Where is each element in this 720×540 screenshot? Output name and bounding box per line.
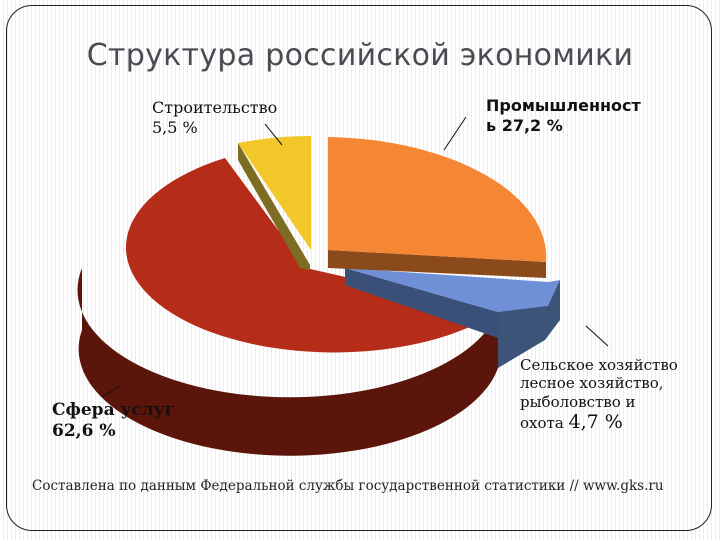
pie-slice-agriculture bbox=[345, 268, 560, 312]
pie-slice-agriculture-side bbox=[345, 268, 540, 368]
pie-slice-industry bbox=[328, 137, 547, 262]
label-agriculture: Сельское хозяйство лесное хозяйство, рыб… bbox=[520, 356, 678, 434]
label-agriculture-line4: охота 4,7 % bbox=[520, 411, 678, 434]
label-agriculture-text: охота bbox=[520, 413, 564, 432]
leader-line-construction bbox=[264, 123, 283, 146]
label-construction: Строительство 5,5 % bbox=[152, 98, 277, 137]
label-agriculture-line2: лесное хозяйство, bbox=[520, 374, 664, 393]
label-industry-value: ь 27,2 % bbox=[486, 115, 563, 135]
leader-line-agriculture bbox=[585, 325, 609, 347]
label-agriculture-line1: Сельское хозяйство bbox=[520, 356, 678, 374]
label-construction-value: 5,5 % bbox=[152, 117, 198, 137]
label-services: Сфера услуг 62,6 % bbox=[52, 400, 175, 441]
pie-slice-construction bbox=[238, 136, 311, 250]
leader-line-services bbox=[101, 385, 121, 398]
leader-line-industry bbox=[443, 116, 467, 151]
slide-title: Структура российской экономики bbox=[86, 38, 634, 73]
label-agriculture-line3: рыболовство и bbox=[520, 392, 636, 411]
label-services-value: 62,6 % bbox=[52, 420, 116, 441]
source-note: Составлена по данным Федеральной службы … bbox=[32, 478, 664, 494]
label-industry-name: Промышленност bbox=[486, 96, 641, 115]
pie-slice-services-side bbox=[77, 268, 499, 456]
label-construction-name: Строительство bbox=[152, 98, 278, 117]
label-industry: Промышленност ь 27,2 % bbox=[486, 96, 641, 135]
pie-slice-industry-side bbox=[328, 250, 546, 278]
label-agriculture-value: 4,7 % bbox=[568, 410, 623, 433]
slide-frame bbox=[6, 5, 712, 531]
pie-slice-construction-side2 bbox=[238, 143, 310, 268]
label-services-name: Сфера услуг bbox=[52, 400, 176, 420]
